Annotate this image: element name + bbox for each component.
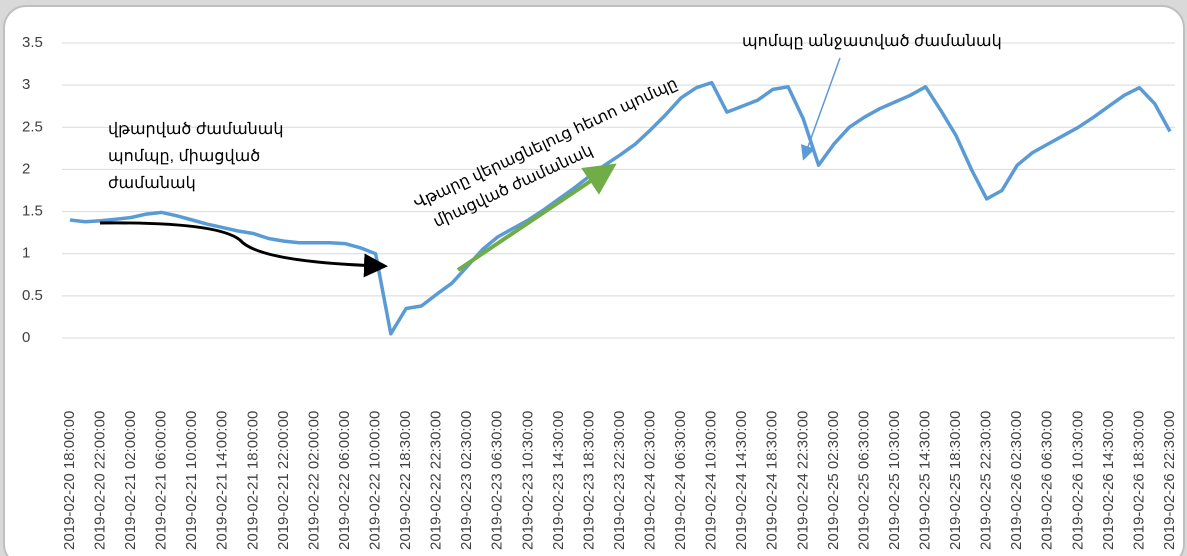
x-tick-label: 2019-02-22 18:30:00: [397, 411, 414, 550]
arrow: [456, 163, 617, 272]
y-tick-label: 2: [22, 160, 30, 177]
y-tick-label: 1: [22, 245, 30, 262]
x-tick-label: 2019-02-26 18:30:00: [1130, 411, 1147, 550]
line: [69, 80, 1172, 336]
x-tick-label: 2019-02-26 02:30:00: [1008, 411, 1025, 550]
y-tick-label: 1.5: [22, 203, 43, 220]
annotation: պոմպը, միացված: [108, 148, 260, 165]
x-tick-label: 2019-02-26 10:30:00: [1069, 411, 1086, 550]
annotation: ժամանակ: [108, 175, 196, 192]
x-tick-label: 2019-02-24 10:30:00: [703, 411, 720, 550]
x-tick-label: 2019-02-23 14:30:00: [550, 411, 567, 550]
x-tick-label: 2019-02-24 14:30:00: [733, 411, 750, 550]
x-tick-label: 2019-02-26 06:30:00: [1039, 411, 1056, 550]
x-tick-label: 2019-02-24 06:30:00: [672, 411, 689, 550]
x-tick-label: 2019-02-21 18:00:00: [244, 411, 261, 550]
x-tick-label: 2019-02-25 14:30:00: [917, 411, 934, 550]
x-tick-label: 2019-02-22 10:00:00: [367, 411, 384, 550]
x-tick-label: 2019-02-21 14:00:00: [214, 411, 231, 550]
x-tick-label: 2019-02-22 22:30:00: [428, 411, 445, 550]
x-tick-label: 2019-02-25 22:30:00: [978, 411, 995, 550]
x-tick-label: 2019-02-20 22:00:00: [92, 411, 109, 550]
x-tick-label: 2019-02-25 10:30:00: [886, 411, 903, 550]
x-tick-label: 2019-02-21 02:00:00: [122, 411, 139, 550]
x-tick-label: 2019-02-22 06:00:00: [336, 411, 353, 550]
x-tick-label: 2019-02-21 06:00:00: [153, 411, 170, 550]
x-tick-label: 2019-02-23 18:30:00: [580, 411, 597, 550]
annotation: վթարված ժամանակ: [108, 121, 284, 138]
y-tick-label: 3.5: [22, 34, 43, 51]
y-tick-label: 2.5: [22, 118, 43, 135]
x-tick-label: 2019-02-21 22:00:00: [275, 411, 292, 550]
x-tick-label: 2019-02-23 22:30:00: [611, 411, 628, 550]
x-tick-label: 2019-02-23 02:30:00: [458, 411, 475, 550]
arrow: [800, 57, 841, 161]
x-tick-label: 2019-02-20 18:00:00: [61, 411, 78, 550]
x-tick-label: 2019-02-24 18:30:00: [764, 411, 781, 550]
x-tick-label: 2019-02-23 06:30:00: [489, 411, 506, 550]
x-tick-label: 2019-02-22 02:00:00: [305, 411, 322, 550]
x-tick-label: 2019-02-21 10:00:00: [183, 411, 200, 550]
annotation: պոմպը անջատված ժամանակ: [742, 33, 1002, 50]
x-tick-label: 2019-02-23 10:30:00: [519, 411, 536, 550]
x-tick-label: 2019-02-24 02:30:00: [642, 411, 659, 550]
x-tick-label: 2019-02-25 06:30:00: [855, 411, 872, 550]
x-tick-label: 2019-02-26 14:30:00: [1100, 411, 1117, 550]
x-tick-label: 2019-02-25 18:30:00: [947, 411, 964, 550]
x-tick-label: 2019-02-26 22:30:00: [1161, 411, 1178, 550]
panel: [3, 5, 1185, 556]
x-tick-label: 2019-02-25 02:30:00: [825, 411, 842, 550]
y-tick-label: 0.5: [22, 287, 43, 304]
arrow: [99, 221, 388, 278]
y-tick-label: 0: [22, 329, 30, 346]
y-tick-label: 3: [22, 76, 30, 93]
x-tick-label: 2019-02-24 22:30:00: [794, 411, 811, 550]
